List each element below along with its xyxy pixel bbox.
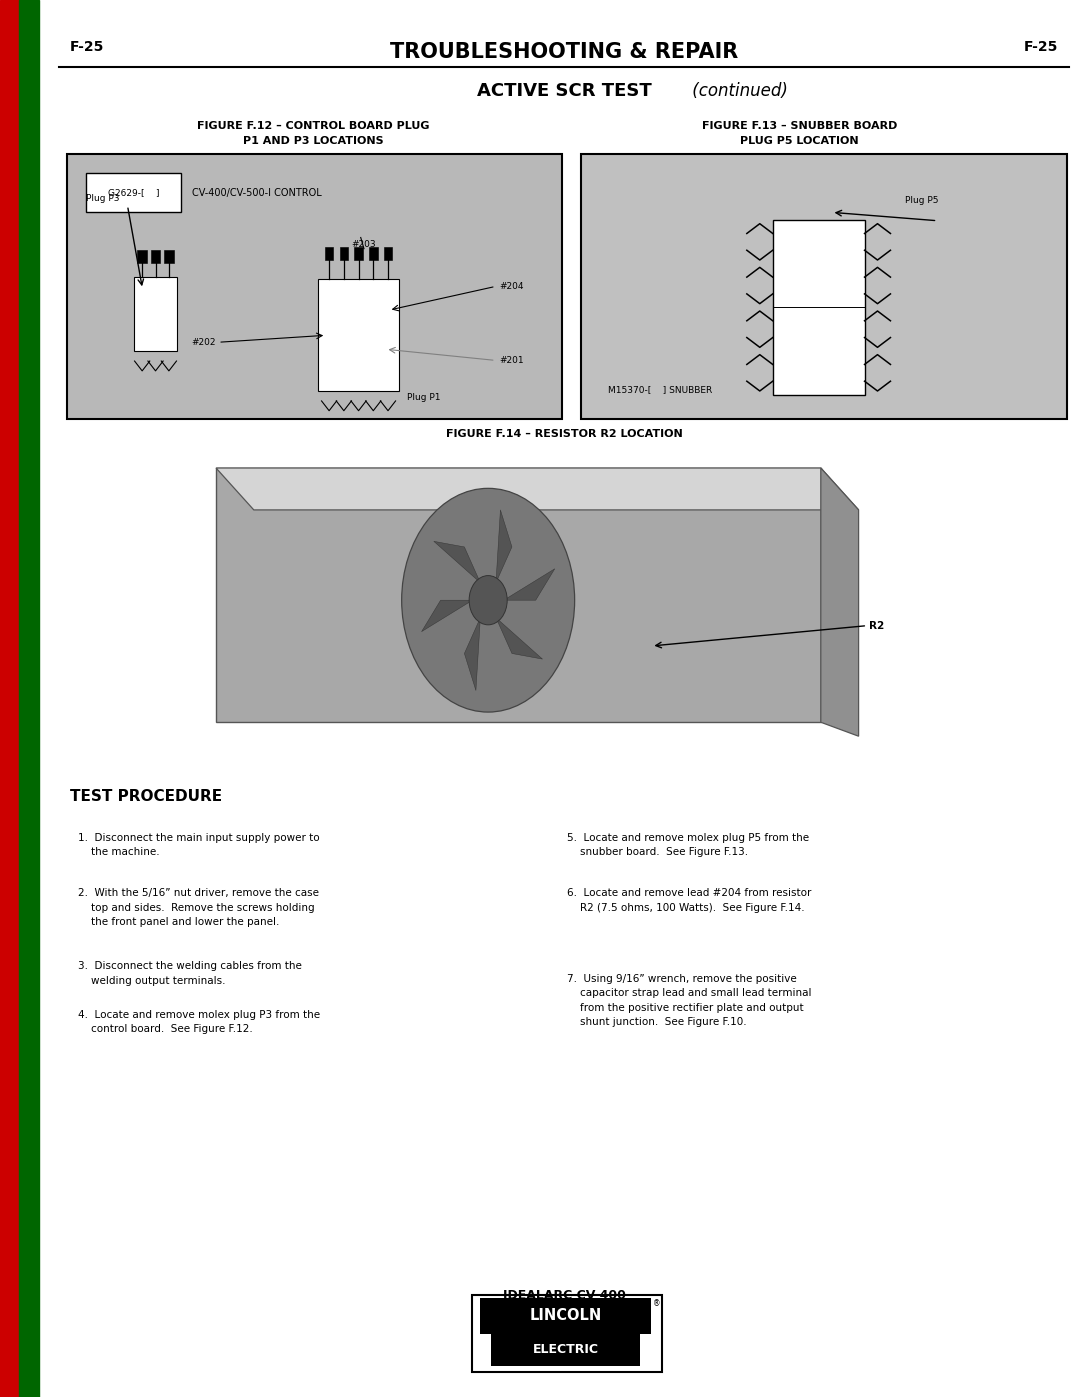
Text: P1 AND P3 LOCATIONS: P1 AND P3 LOCATIONS <box>243 136 383 147</box>
Text: 3.  Disconnect the welding cables from the
    welding output terminals.: 3. Disconnect the welding cables from th… <box>78 961 301 985</box>
Text: R2: R2 <box>869 620 885 630</box>
Circle shape <box>469 576 508 624</box>
Text: CV-400/CV-500-I CONTROL: CV-400/CV-500-I CONTROL <box>192 187 322 198</box>
Text: Return to Section TOC: Return to Section TOC <box>5 204 14 299</box>
Polygon shape <box>496 617 542 659</box>
Text: ELECTRIC: ELECTRIC <box>532 1343 598 1356</box>
Text: F-25: F-25 <box>1024 41 1058 54</box>
Text: Return to Master TOC: Return to Master TOC <box>24 1252 32 1347</box>
Polygon shape <box>421 601 473 631</box>
Text: LINCOLN: LINCOLN <box>529 1309 602 1323</box>
Bar <box>134 278 177 351</box>
Bar <box>773 221 864 395</box>
Bar <box>383 247 392 260</box>
Circle shape <box>402 489 575 712</box>
Bar <box>19 0 39 1397</box>
Text: PLUG P5 LOCATION: PLUG P5 LOCATION <box>740 136 859 147</box>
Bar <box>216 468 821 722</box>
Bar <box>0 0 19 1397</box>
Bar <box>189 447 902 771</box>
Text: #203: #203 <box>352 240 376 249</box>
Text: IDEALARC CV-400: IDEALARC CV-400 <box>503 1288 625 1302</box>
Text: Return to Master TOC: Return to Master TOC <box>24 204 32 299</box>
Text: TROUBLESHOOTING & REPAIR: TROUBLESHOOTING & REPAIR <box>390 42 739 61</box>
Text: Plug P3: Plug P3 <box>86 194 120 203</box>
Bar <box>164 250 174 263</box>
Text: TEST PROCEDURE: TEST PROCEDURE <box>70 789 222 805</box>
Polygon shape <box>464 617 481 690</box>
Text: FIGURE F.14 – RESISTOR R2 LOCATION: FIGURE F.14 – RESISTOR R2 LOCATION <box>446 429 683 440</box>
Text: #201: #201 <box>499 356 524 365</box>
Polygon shape <box>216 468 859 510</box>
Text: FIGURE F.12 – CONTROL BOARD PLUG: FIGURE F.12 – CONTROL BOARD PLUG <box>197 120 430 131</box>
Text: (continued): (continued) <box>687 82 787 99</box>
Bar <box>339 247 348 260</box>
Polygon shape <box>496 510 512 583</box>
Bar <box>325 247 334 260</box>
Text: 6.  Locate and remove lead #204 from resistor
    R2 (7.5 ohms, 100 Watts).  See: 6. Locate and remove lead #204 from resi… <box>567 888 811 912</box>
Bar <box>319 279 400 391</box>
Text: 4.  Locate and remove molex plug P3 from the
    control board.  See Figure F.12: 4. Locate and remove molex plug P3 from … <box>78 1010 320 1034</box>
Text: F-25: F-25 <box>70 41 105 54</box>
Bar <box>369 247 378 260</box>
Bar <box>67 154 562 419</box>
Text: M15370-[    ] SNUBBER: M15370-[ ] SNUBBER <box>608 386 713 394</box>
Bar <box>472 1295 661 1372</box>
Text: Return to Section TOC: Return to Section TOC <box>5 1252 14 1347</box>
Bar <box>490 1333 640 1366</box>
Text: G2629-[    ]: G2629-[ ] <box>108 189 160 197</box>
Polygon shape <box>434 541 481 583</box>
Text: #202: #202 <box>191 338 216 346</box>
Bar <box>137 250 147 263</box>
Text: Return to Master TOC: Return to Master TOC <box>24 581 32 676</box>
Text: 7.  Using 9/16” wrench, remove the positive
    capacitor strap lead and small l: 7. Using 9/16” wrench, remove the positi… <box>567 974 811 1027</box>
Bar <box>151 250 160 263</box>
Text: ACTIVE SCR TEST: ACTIVE SCR TEST <box>477 82 651 99</box>
Text: Plug P1: Plug P1 <box>407 394 441 402</box>
Text: Return to Section TOC: Return to Section TOC <box>5 581 14 676</box>
Bar <box>86 173 181 212</box>
Text: 1.  Disconnect the main input supply power to
    the machine.: 1. Disconnect the main input supply powe… <box>78 833 320 856</box>
Text: Return to Section TOC: Return to Section TOC <box>5 958 14 1053</box>
Bar <box>581 154 1067 419</box>
Polygon shape <box>821 468 859 736</box>
Bar <box>354 247 363 260</box>
Bar <box>480 1298 650 1334</box>
Text: 2.  With the 5/16” nut driver, remove the case
    top and sides.  Remove the sc: 2. With the 5/16” nut driver, remove the… <box>78 888 319 928</box>
Text: #204: #204 <box>499 282 524 291</box>
Text: Return to Master TOC: Return to Master TOC <box>24 958 32 1053</box>
Text: FIGURE F.13 – SNUBBER BOARD: FIGURE F.13 – SNUBBER BOARD <box>702 120 896 131</box>
Text: Plug P5: Plug P5 <box>905 196 939 204</box>
Text: 5.  Locate and remove molex plug P5 from the
    snubber board.  See Figure F.13: 5. Locate and remove molex plug P5 from … <box>567 833 809 856</box>
Text: ®: ® <box>652 1299 660 1308</box>
Polygon shape <box>503 569 555 601</box>
